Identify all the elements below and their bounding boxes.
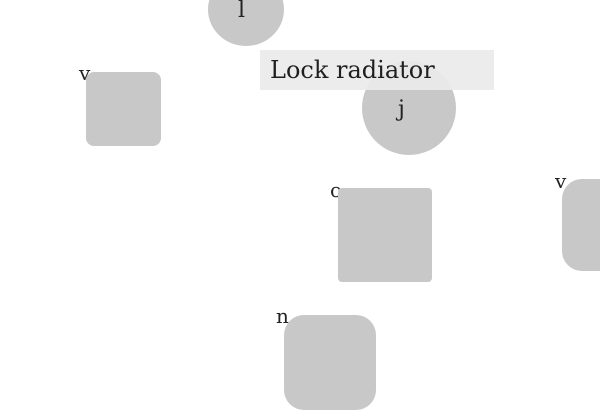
tile-tag-v-left: v <box>79 61 91 85</box>
action-banner: Lock radiator <box>260 50 494 90</box>
tile-glyph-j: j <box>398 97 405 122</box>
tile-tag-v-right: v <box>555 169 567 193</box>
square-tile-o[interactable] <box>338 188 432 282</box>
tile-tag-n: n <box>276 304 289 328</box>
tile-glyph-l: l <box>238 0 246 23</box>
square-tile-n[interactable] <box>284 315 376 410</box>
circle-tile-l[interactable] <box>208 0 284 46</box>
square-tile-v-left[interactable] <box>86 72 161 146</box>
square-tile-v-right[interactable] <box>562 179 600 271</box>
